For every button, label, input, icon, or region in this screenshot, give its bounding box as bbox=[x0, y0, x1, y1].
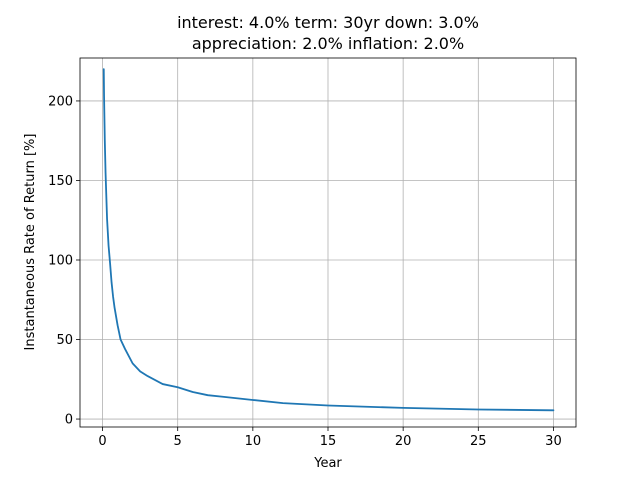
series-line bbox=[102, 68, 555, 412]
series-layer bbox=[102, 68, 555, 412]
x-axis-label: Year bbox=[313, 456, 342, 471]
x-tick-label: 0 bbox=[98, 434, 106, 449]
y-tick-label: 0 bbox=[65, 413, 73, 428]
x-tick-label: 30 bbox=[545, 434, 562, 449]
x-tick-label: 5 bbox=[174, 434, 182, 449]
y-axis-label: Instantaneous Rate of Return [%] bbox=[23, 134, 38, 351]
y-tick-label: 100 bbox=[48, 253, 73, 268]
grid bbox=[80, 58, 576, 427]
x-tick-label: 25 bbox=[470, 434, 487, 449]
y-tick-label: 50 bbox=[56, 333, 73, 348]
chart-title-line-2: appreciation: 2.0% inflation: 2.0% bbox=[192, 34, 464, 53]
y-tick-label: 150 bbox=[48, 174, 73, 189]
y-tick-label: 200 bbox=[48, 94, 73, 109]
chart-title-line-1: interest: 4.0% term: 30yr down: 3.0% bbox=[177, 13, 479, 32]
x-tick-label: 20 bbox=[395, 434, 412, 449]
x-tick-label: 10 bbox=[245, 434, 262, 449]
x-tick-label: 15 bbox=[320, 434, 337, 449]
ticks: 0 5 10 15 20 25 30 0 50 100 150 200 bbox=[48, 94, 562, 449]
